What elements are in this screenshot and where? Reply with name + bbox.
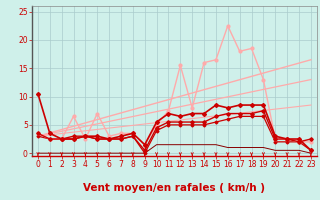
X-axis label: Vent moyen/en rafales ( km/h ): Vent moyen/en rafales ( km/h ) <box>84 183 265 193</box>
